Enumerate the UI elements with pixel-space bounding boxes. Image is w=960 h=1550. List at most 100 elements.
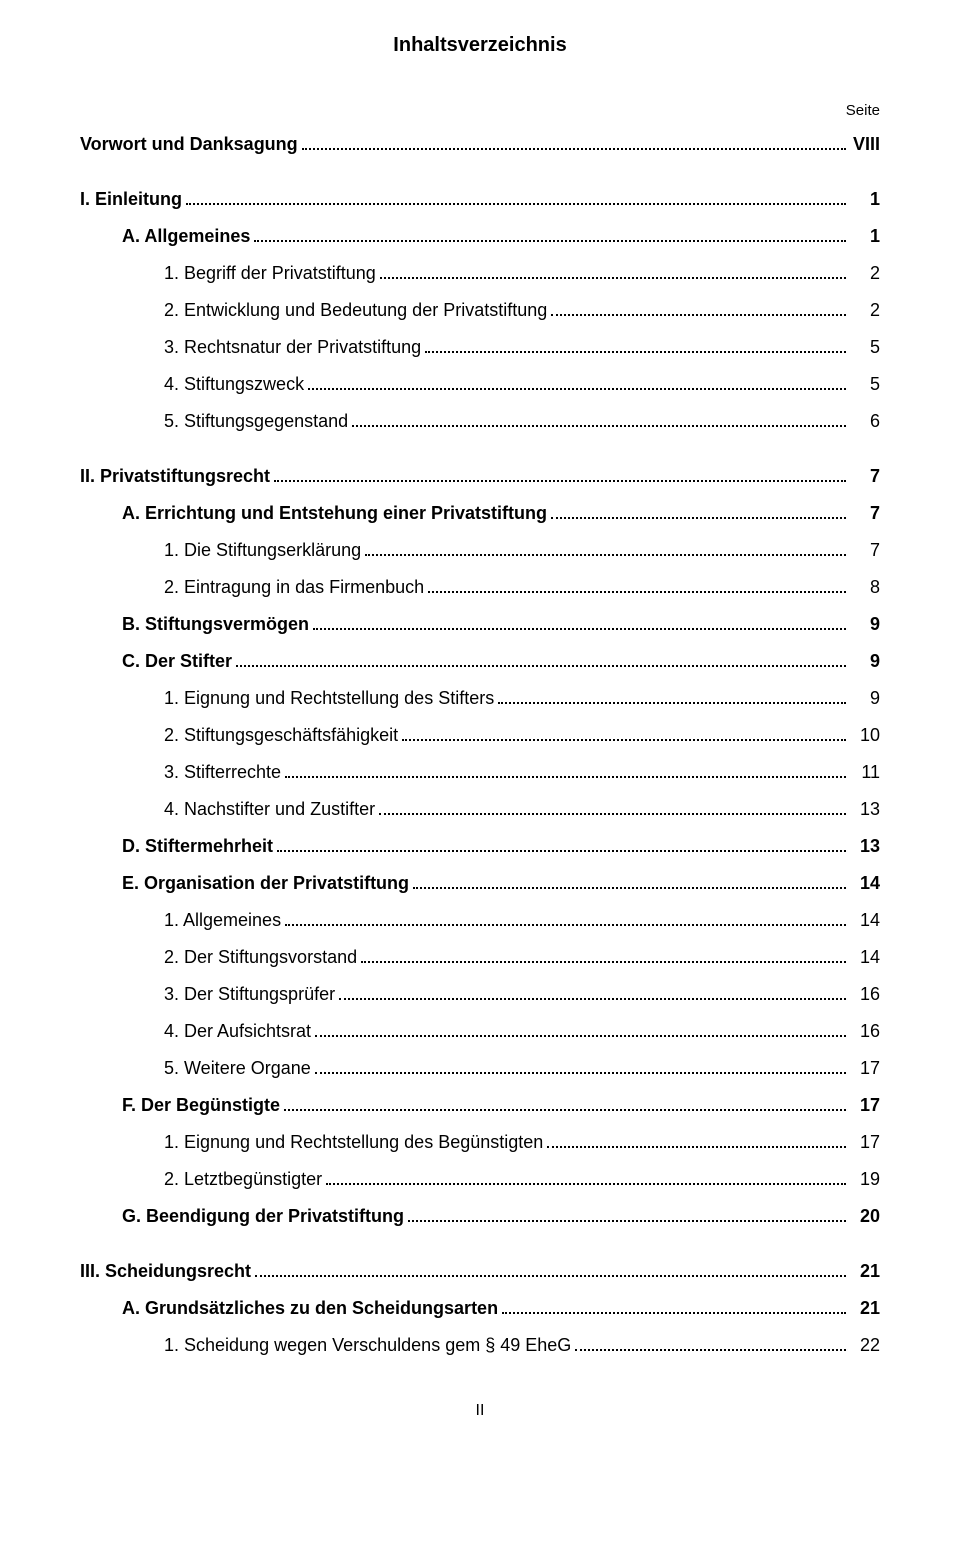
- toc-entry-label: 1. Begriff der Privatstiftung: [164, 260, 376, 287]
- leader-dots: [380, 277, 846, 279]
- page-footer: II: [80, 1399, 880, 1423]
- leader-dots: [379, 813, 846, 815]
- toc-entry-label: E. Organisation der Privatstiftung: [122, 870, 409, 897]
- toc-entry-label: C. Der Stifter: [122, 648, 232, 675]
- toc-entry-label: II. Privatstiftungsrecht: [80, 463, 270, 490]
- leader-dots: [255, 1275, 846, 1277]
- toc-entry-label: 2. Entwicklung und Bedeutung der Privats…: [164, 297, 547, 324]
- toc-entry: 4. Der Aufsichtsrat 16: [80, 1018, 880, 1045]
- leader-dots: [302, 148, 846, 150]
- toc-entry: A. Grundsätzliches zu den Scheidungsarte…: [80, 1295, 880, 1322]
- toc-entry-label: 5. Stiftungsgegenstand: [164, 408, 348, 435]
- toc-entry: 3. Der Stiftungsprüfer16: [80, 981, 880, 1008]
- toc-entry: 4. Nachstifter und Zustifter13: [80, 796, 880, 823]
- toc-entry-label: 1. Allgemeines: [164, 907, 281, 934]
- toc-entry-page: 16: [850, 1018, 880, 1045]
- toc-entry-page: 8: [850, 574, 880, 601]
- toc-entry: 1. Eignung und Rechtstellung des Stifter…: [80, 685, 880, 712]
- toc-entry: D. Stiftermehrheit 13: [80, 833, 880, 860]
- leader-dots: [326, 1183, 846, 1185]
- toc-entry-label: G. Beendigung der Privatstiftung: [122, 1203, 404, 1230]
- toc-entry-page: 2: [850, 297, 880, 324]
- toc-entry: II. Privatstiftungsrecht7: [80, 463, 880, 490]
- toc-entry-page: 7: [850, 537, 880, 564]
- toc-entry-label: A. Errichtung und Entstehung einer Priva…: [122, 500, 547, 527]
- toc-entry: A. Allgemeines1: [80, 223, 880, 250]
- toc-entry-page: 13: [850, 796, 880, 823]
- leader-dots: [315, 1072, 846, 1074]
- toc-entry: 1. Scheidung wegen Verschuldens gem § 49…: [80, 1332, 880, 1359]
- toc-entry-label: III. Scheidungsrecht: [80, 1258, 251, 1285]
- toc-entry-label: 2. Letztbegünstigter: [164, 1166, 322, 1193]
- toc-entry-page: 7: [850, 500, 880, 527]
- toc-entry: G. Beendigung der Privatstiftung20: [80, 1203, 880, 1230]
- toc-entry: 5. Weitere Organe 17: [80, 1055, 880, 1082]
- table-of-contents: Vorwort und Danksagung VIII I. Einleitung 1…: [80, 131, 880, 1359]
- leader-dots: [413, 887, 846, 889]
- leader-dots: [277, 850, 846, 852]
- toc-entry: I. Einleitung 1: [80, 186, 880, 213]
- toc-entry-label: 1. Die Stiftungserklärung: [164, 537, 361, 564]
- toc-entry-page: 14: [850, 870, 880, 897]
- toc-entry-label: 2. Stiftungsgeschäftsfähigkeit: [164, 722, 398, 749]
- toc-entry: 1. Eignung und Rechtstellung des Begünst…: [80, 1129, 880, 1156]
- toc-entry-label: B. Stiftungsvermögen: [122, 611, 309, 638]
- page-column-label: Seite: [80, 100, 880, 123]
- leader-dots: [498, 702, 846, 704]
- leader-dots: [285, 924, 846, 926]
- leader-dots: [402, 739, 846, 741]
- leader-dots: [502, 1312, 846, 1314]
- leader-dots: [236, 665, 846, 667]
- toc-entry-label: 4. Der Aufsichtsrat: [164, 1018, 311, 1045]
- page-title: Inhaltsverzeichnis: [80, 30, 880, 60]
- toc-entry-label: A. Grundsätzliches zu den Scheidungsarte…: [122, 1295, 498, 1322]
- toc-entry-page: 1: [850, 186, 880, 213]
- toc-entry: 2. Entwicklung und Bedeutung der Privats…: [80, 297, 880, 324]
- leader-dots: [284, 1109, 846, 1111]
- toc-entry-page: 13: [850, 833, 880, 860]
- leader-dots: [352, 425, 846, 427]
- toc-entry-page: 1: [850, 223, 880, 250]
- toc-entry: 2. Stiftungsgeschäftsfähigkeit 10: [80, 722, 880, 749]
- toc-entry-page: 14: [850, 907, 880, 934]
- leader-dots: [313, 628, 846, 630]
- toc-entry-label: 5. Weitere Organe: [164, 1055, 311, 1082]
- toc-entry-page: 21: [850, 1258, 880, 1285]
- toc-entry-page: 6: [850, 408, 880, 435]
- leader-dots: [551, 517, 846, 519]
- leader-dots: [285, 776, 846, 778]
- leader-dots: [339, 998, 846, 1000]
- toc-entry-page: 9: [850, 685, 880, 712]
- toc-entry-label: F. Der Begünstigte: [122, 1092, 280, 1119]
- toc-entry-label: 1. Eignung und Rechtstellung des Begünst…: [164, 1129, 543, 1156]
- toc-entry-page: 19: [850, 1166, 880, 1193]
- toc-entry: 1. Allgemeines 14: [80, 907, 880, 934]
- toc-entry: C. Der Stifter9: [80, 648, 880, 675]
- toc-entry: 2. Der Stiftungsvorstand14: [80, 944, 880, 971]
- toc-entry-label: D. Stiftermehrheit: [122, 833, 273, 860]
- toc-entry: F. Der Begünstigte17: [80, 1092, 880, 1119]
- toc-entry-label: 1. Scheidung wegen Verschuldens gem § 49…: [164, 1332, 571, 1359]
- toc-entry: 3. Stifterrechte11: [80, 759, 880, 786]
- toc-entry-label: 2. Der Stiftungsvorstand: [164, 944, 357, 971]
- toc-entry-page: VIII: [850, 131, 880, 158]
- toc-entry: Vorwort und Danksagung VIII: [80, 131, 880, 158]
- toc-entry: B. Stiftungsvermögen 9: [80, 611, 880, 638]
- toc-entry-page: 17: [850, 1055, 880, 1082]
- leader-dots: [425, 351, 846, 353]
- toc-entry-label: Vorwort und Danksagung: [80, 131, 298, 158]
- toc-entry-page: 2: [850, 260, 880, 287]
- toc-entry-page: 21: [850, 1295, 880, 1322]
- leader-dots: [575, 1349, 846, 1351]
- toc-entry-label: I. Einleitung: [80, 186, 182, 213]
- toc-entry-label: 1. Eignung und Rechtstellung des Stifter…: [164, 685, 494, 712]
- toc-entry-page: 9: [850, 611, 880, 638]
- toc-entry: 3. Rechtsnatur der Privatstiftung5: [80, 334, 880, 361]
- toc-entry-page: 10: [850, 722, 880, 749]
- toc-entry: 2. Letztbegünstigter 19: [80, 1166, 880, 1193]
- toc-entry: 1. Die Stiftungserklärung 7: [80, 537, 880, 564]
- toc-entry: 4. Stiftungszweck5: [80, 371, 880, 398]
- toc-entry-page: 5: [850, 371, 880, 398]
- toc-entry-page: 22: [850, 1332, 880, 1359]
- toc-entry: 1. Begriff der Privatstiftung 2: [80, 260, 880, 287]
